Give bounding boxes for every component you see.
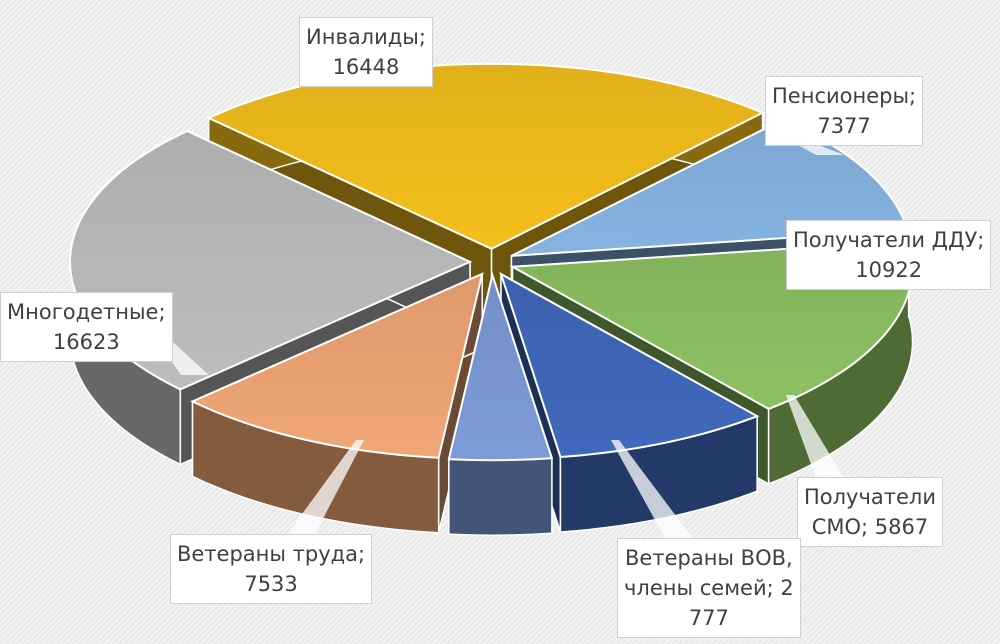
- data-label-veterany-truda: Ветераны труда; 7533: [170, 534, 373, 604]
- leader-line-4: [611, 440, 694, 540]
- data-label-veterany-vov: Ветераны ВОВ, члены семей; 2 777: [617, 538, 801, 638]
- slice-top-Получатели СМО: [499, 271, 760, 459]
- data-label-mnogodetnye: Многодетные; 16623: [0, 292, 173, 362]
- leader-line-5: [286, 440, 364, 536]
- pie-slice-4: [447, 271, 554, 536]
- data-label-invalidy: Инвалиды; 16448: [299, 17, 433, 87]
- slice-top-Ветераны ВОВ, члены семей: [447, 271, 554, 462]
- data-label-pensionery: Пенсионеры; 7377: [765, 76, 924, 146]
- data-label-poluchateli-smo: Получатели СМО; 5867: [797, 477, 943, 547]
- slice-top-Инвалиды: [206, 62, 766, 250]
- data-label-poluchateli-ddu: Получатели ДДУ; 10922: [786, 220, 992, 290]
- slice-top-Ветераны труда: [190, 272, 484, 459]
- leader-line-3: [786, 395, 844, 478]
- slice-outer-wall: [448, 457, 553, 536]
- pie-slice-5: [190, 272, 484, 534]
